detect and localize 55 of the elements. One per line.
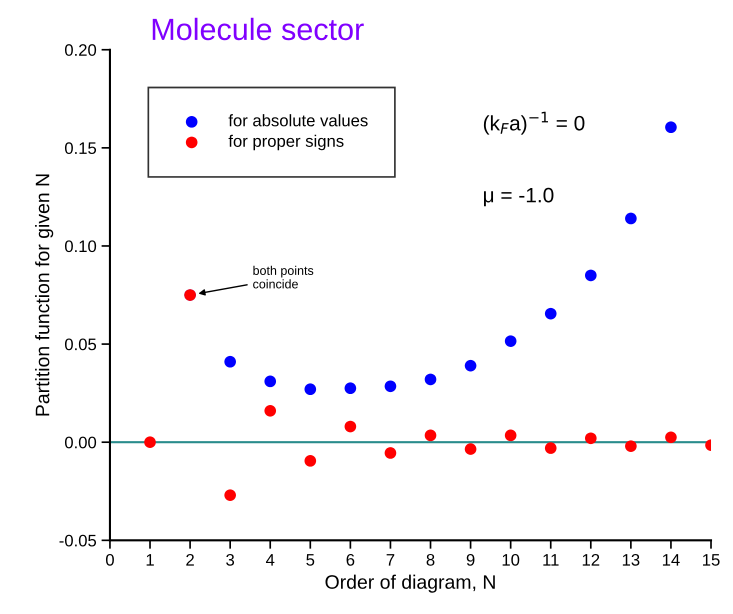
- x-tick-label: 11: [543, 554, 559, 566]
- y-tick-label: 0.05: [64, 338, 96, 350]
- point: [264, 376, 276, 388]
- x-tick-label: 8: [426, 554, 434, 566]
- legend-label: for absolute values: [228, 114, 368, 126]
- point: [464, 443, 476, 455]
- point: [424, 374, 436, 386]
- annotation: both points coincide: [253, 266, 314, 288]
- x-tick-label: 4: [266, 554, 274, 566]
- point: [424, 430, 436, 442]
- point: [584, 432, 597, 444]
- point: [224, 489, 236, 501]
- point: [144, 436, 156, 448]
- x-axis-title: Order of diagram, N: [325, 574, 495, 593]
- legend-label: for proper signs: [228, 134, 344, 150]
- point: [304, 455, 316, 467]
- annotation: μ = -1.0: [484, 188, 554, 206]
- x-tick-label: 7: [386, 554, 394, 566]
- annotation: (k$_{F}$a)$^{−1}$ = 0: [484, 112, 584, 135]
- point: [464, 360, 476, 372]
- y-tick-label: 0.20: [64, 44, 96, 56]
- point: [384, 447, 396, 459]
- x-tick-label: 13: [622, 554, 640, 566]
- x-tick-label: 6: [346, 554, 354, 566]
- point: [504, 335, 516, 347]
- x-tick-label: 5: [306, 554, 314, 566]
- chart-title: Molecule sector: [152, 18, 364, 40]
- point: [625, 440, 637, 452]
- x-tick-label: 9: [466, 554, 474, 566]
- y-tick-label: 0.10: [64, 240, 96, 252]
- x-tick-label: 2: [186, 554, 194, 566]
- x-tick-label: 0: [106, 554, 114, 566]
- point: [304, 383, 316, 396]
- point: [264, 404, 276, 417]
- point: [584, 270, 597, 282]
- y-tick-label: 0.15: [64, 142, 96, 154]
- point: [384, 380, 396, 392]
- y-axis-title: Partition function for given N: [35, 174, 54, 416]
- x-tick-label: 15: [703, 554, 720, 566]
- y-tick-label: -0.05: [60, 534, 96, 547]
- point: [665, 121, 677, 134]
- x-tick-label: 10: [502, 554, 520, 566]
- x-tick-label: 1: [146, 554, 154, 566]
- point: [224, 356, 236, 368]
- point: [625, 212, 637, 224]
- point: [544, 308, 557, 320]
- point: [665, 431, 677, 444]
- point: [544, 442, 557, 454]
- y-tick-label: 0.00: [64, 436, 96, 448]
- point: [344, 382, 356, 394]
- point: [504, 430, 516, 442]
- point: [344, 420, 356, 432]
- x-tick-label: 14: [662, 554, 680, 566]
- x-tick-label: 12: [582, 554, 600, 566]
- x-tick-label: 3: [226, 554, 234, 566]
